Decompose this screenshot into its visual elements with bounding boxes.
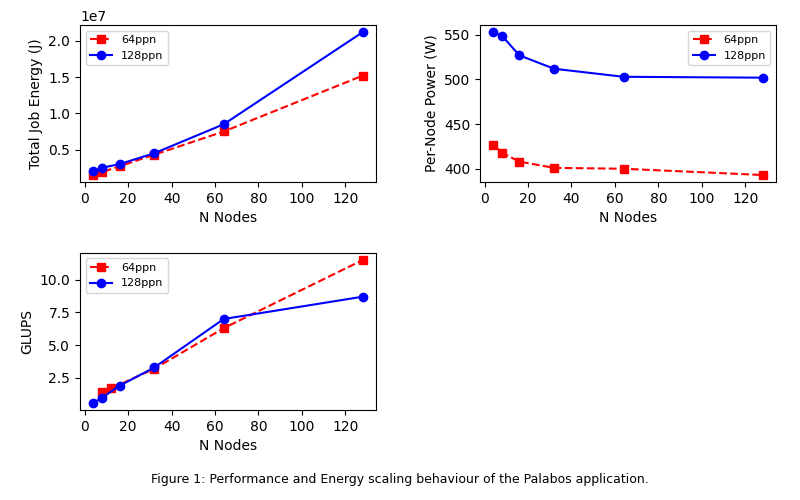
Line: 128ppn: 128ppn xyxy=(90,28,367,176)
64ppn xyxy=(106,386,116,392)
128ppn xyxy=(98,164,107,170)
Line: 128ppn: 128ppn xyxy=(90,292,367,407)
64ppn xyxy=(550,165,559,171)
128ppn xyxy=(150,150,159,156)
128ppn xyxy=(219,121,229,127)
64ppn xyxy=(98,390,107,396)
64ppn xyxy=(98,169,107,175)
128ppn xyxy=(89,400,98,406)
X-axis label: N Nodes: N Nodes xyxy=(199,440,257,454)
128ppn xyxy=(114,161,124,167)
128ppn xyxy=(497,32,506,38)
128ppn xyxy=(618,74,628,80)
64ppn xyxy=(514,158,524,164)
Y-axis label: Total Job Energy (J): Total Job Energy (J) xyxy=(29,38,42,169)
64ppn xyxy=(358,257,367,263)
Line: 128ppn: 128ppn xyxy=(489,28,766,82)
128ppn xyxy=(114,383,124,389)
128ppn xyxy=(758,74,767,80)
Legend: 64ppn, 128ppn: 64ppn, 128ppn xyxy=(688,30,770,65)
64ppn xyxy=(497,150,506,156)
X-axis label: N Nodes: N Nodes xyxy=(599,212,657,226)
64ppn xyxy=(618,166,628,172)
128ppn xyxy=(358,29,367,35)
Legend: 64ppn, 128ppn: 64ppn, 128ppn xyxy=(86,30,168,65)
Text: Figure 1: Performance and Energy scaling behaviour of the Palabos application.: Figure 1: Performance and Energy scaling… xyxy=(151,474,649,486)
64ppn xyxy=(219,128,229,134)
128ppn xyxy=(98,394,107,400)
64ppn xyxy=(89,172,98,178)
X-axis label: N Nodes: N Nodes xyxy=(199,212,257,226)
64ppn xyxy=(150,366,159,372)
128ppn xyxy=(89,168,98,174)
Y-axis label: GLUPS: GLUPS xyxy=(20,309,34,354)
64ppn xyxy=(150,152,159,158)
Line: 64ppn: 64ppn xyxy=(98,256,367,396)
64ppn xyxy=(219,325,229,331)
Line: 64ppn: 64ppn xyxy=(90,72,367,179)
Legend: 64ppn, 128ppn: 64ppn, 128ppn xyxy=(86,258,168,293)
64ppn xyxy=(114,164,124,170)
Line: 64ppn: 64ppn xyxy=(489,140,766,179)
128ppn xyxy=(514,52,524,59)
Y-axis label: Per-Node Power (W): Per-Node Power (W) xyxy=(424,34,438,172)
128ppn xyxy=(489,29,498,35)
64ppn xyxy=(758,172,767,178)
64ppn xyxy=(358,72,367,78)
128ppn xyxy=(550,66,559,71)
128ppn xyxy=(358,294,367,300)
128ppn xyxy=(219,316,229,322)
128ppn xyxy=(150,364,159,370)
64ppn xyxy=(489,142,498,148)
